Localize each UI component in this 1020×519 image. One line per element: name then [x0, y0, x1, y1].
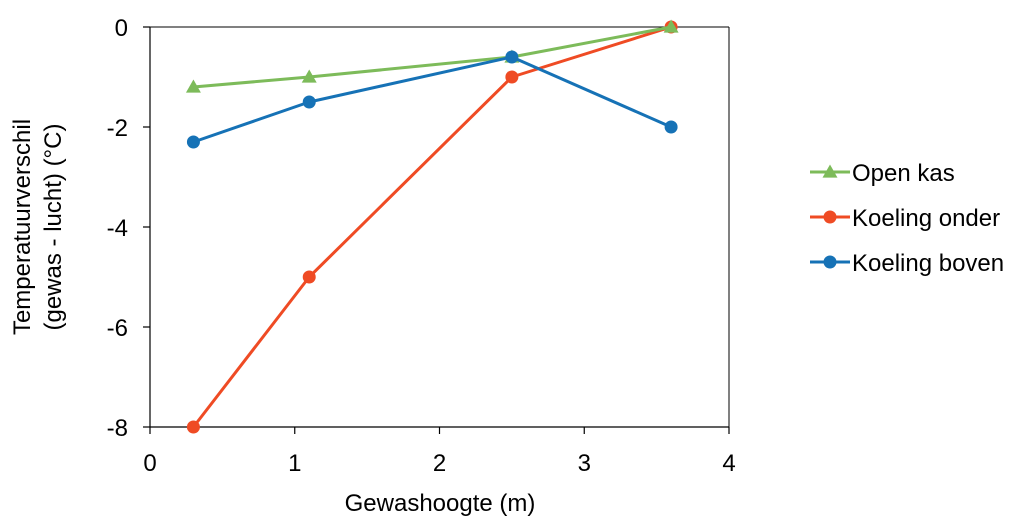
- y-axis-title: Temperatuurverschil (gewas - lucht) (°C): [9, 119, 67, 335]
- data-point-koeling-boven: [302, 95, 316, 109]
- series-open-kas: [185, 19, 679, 93]
- data-point-koeling-boven: [186, 135, 200, 149]
- data-point-koeling-onder: [505, 70, 519, 84]
- series-line-open-kas: [193, 25, 672, 89]
- y-tick-label: -2: [107, 115, 128, 142]
- data-point-koeling-onder: [302, 270, 316, 284]
- data-point-koeling-boven: [664, 120, 678, 134]
- series-line-koeling-onder: [192, 25, 672, 428]
- x-tick-label: 1: [288, 450, 301, 477]
- legend-label-open-kas: Open kas: [852, 160, 955, 187]
- legend-label-koeling-boven: Koeling boven: [852, 250, 1004, 277]
- data-point-koeling-boven: [505, 50, 519, 64]
- y-tick-label: -4: [107, 215, 128, 242]
- legend-label-koeling-onder: Koeling onder: [852, 205, 1000, 232]
- legend-marker-open-kas: [822, 164, 838, 178]
- legend-marker-koeling-onder: [823, 210, 837, 224]
- axes: 0 1 2 3 4 0 -2 -4 -6 -8: [107, 15, 736, 477]
- y-tick-label: 0: [115, 15, 128, 42]
- series-layer: [185, 19, 679, 434]
- series-koeling-boven: [186, 50, 678, 149]
- x-tick-label: 2: [433, 450, 446, 477]
- legend-marker-koeling-boven: [823, 255, 837, 269]
- legend-item-koeling-onder: Koeling onder: [810, 205, 1000, 232]
- y-tick-label: -8: [107, 415, 128, 442]
- legend: Open kas Koeling onder Koeling boven: [810, 160, 1004, 277]
- x-tick-label: 0: [143, 450, 156, 477]
- x-tick-label: 3: [578, 450, 591, 477]
- data-point-open-kas: [185, 79, 201, 93]
- data-point-open-kas: [663, 19, 679, 33]
- data-point-open-kas: [301, 69, 317, 83]
- y-axis-title-line-2: (gewas - lucht) (°C): [40, 124, 67, 331]
- data-point-koeling-onder: [186, 420, 200, 434]
- series-line-koeling-boven: [192, 55, 672, 144]
- y-tick-label: -6: [107, 315, 128, 342]
- legend-item-open-kas: Open kas: [810, 160, 955, 187]
- x-axis-title: Gewashoogte (m): [345, 490, 536, 517]
- y-axis-title-line-1: Temperatuurverschil: [9, 119, 36, 335]
- x-tick-label: 4: [722, 450, 735, 477]
- legend-item-koeling-boven: Koeling boven: [810, 250, 1004, 277]
